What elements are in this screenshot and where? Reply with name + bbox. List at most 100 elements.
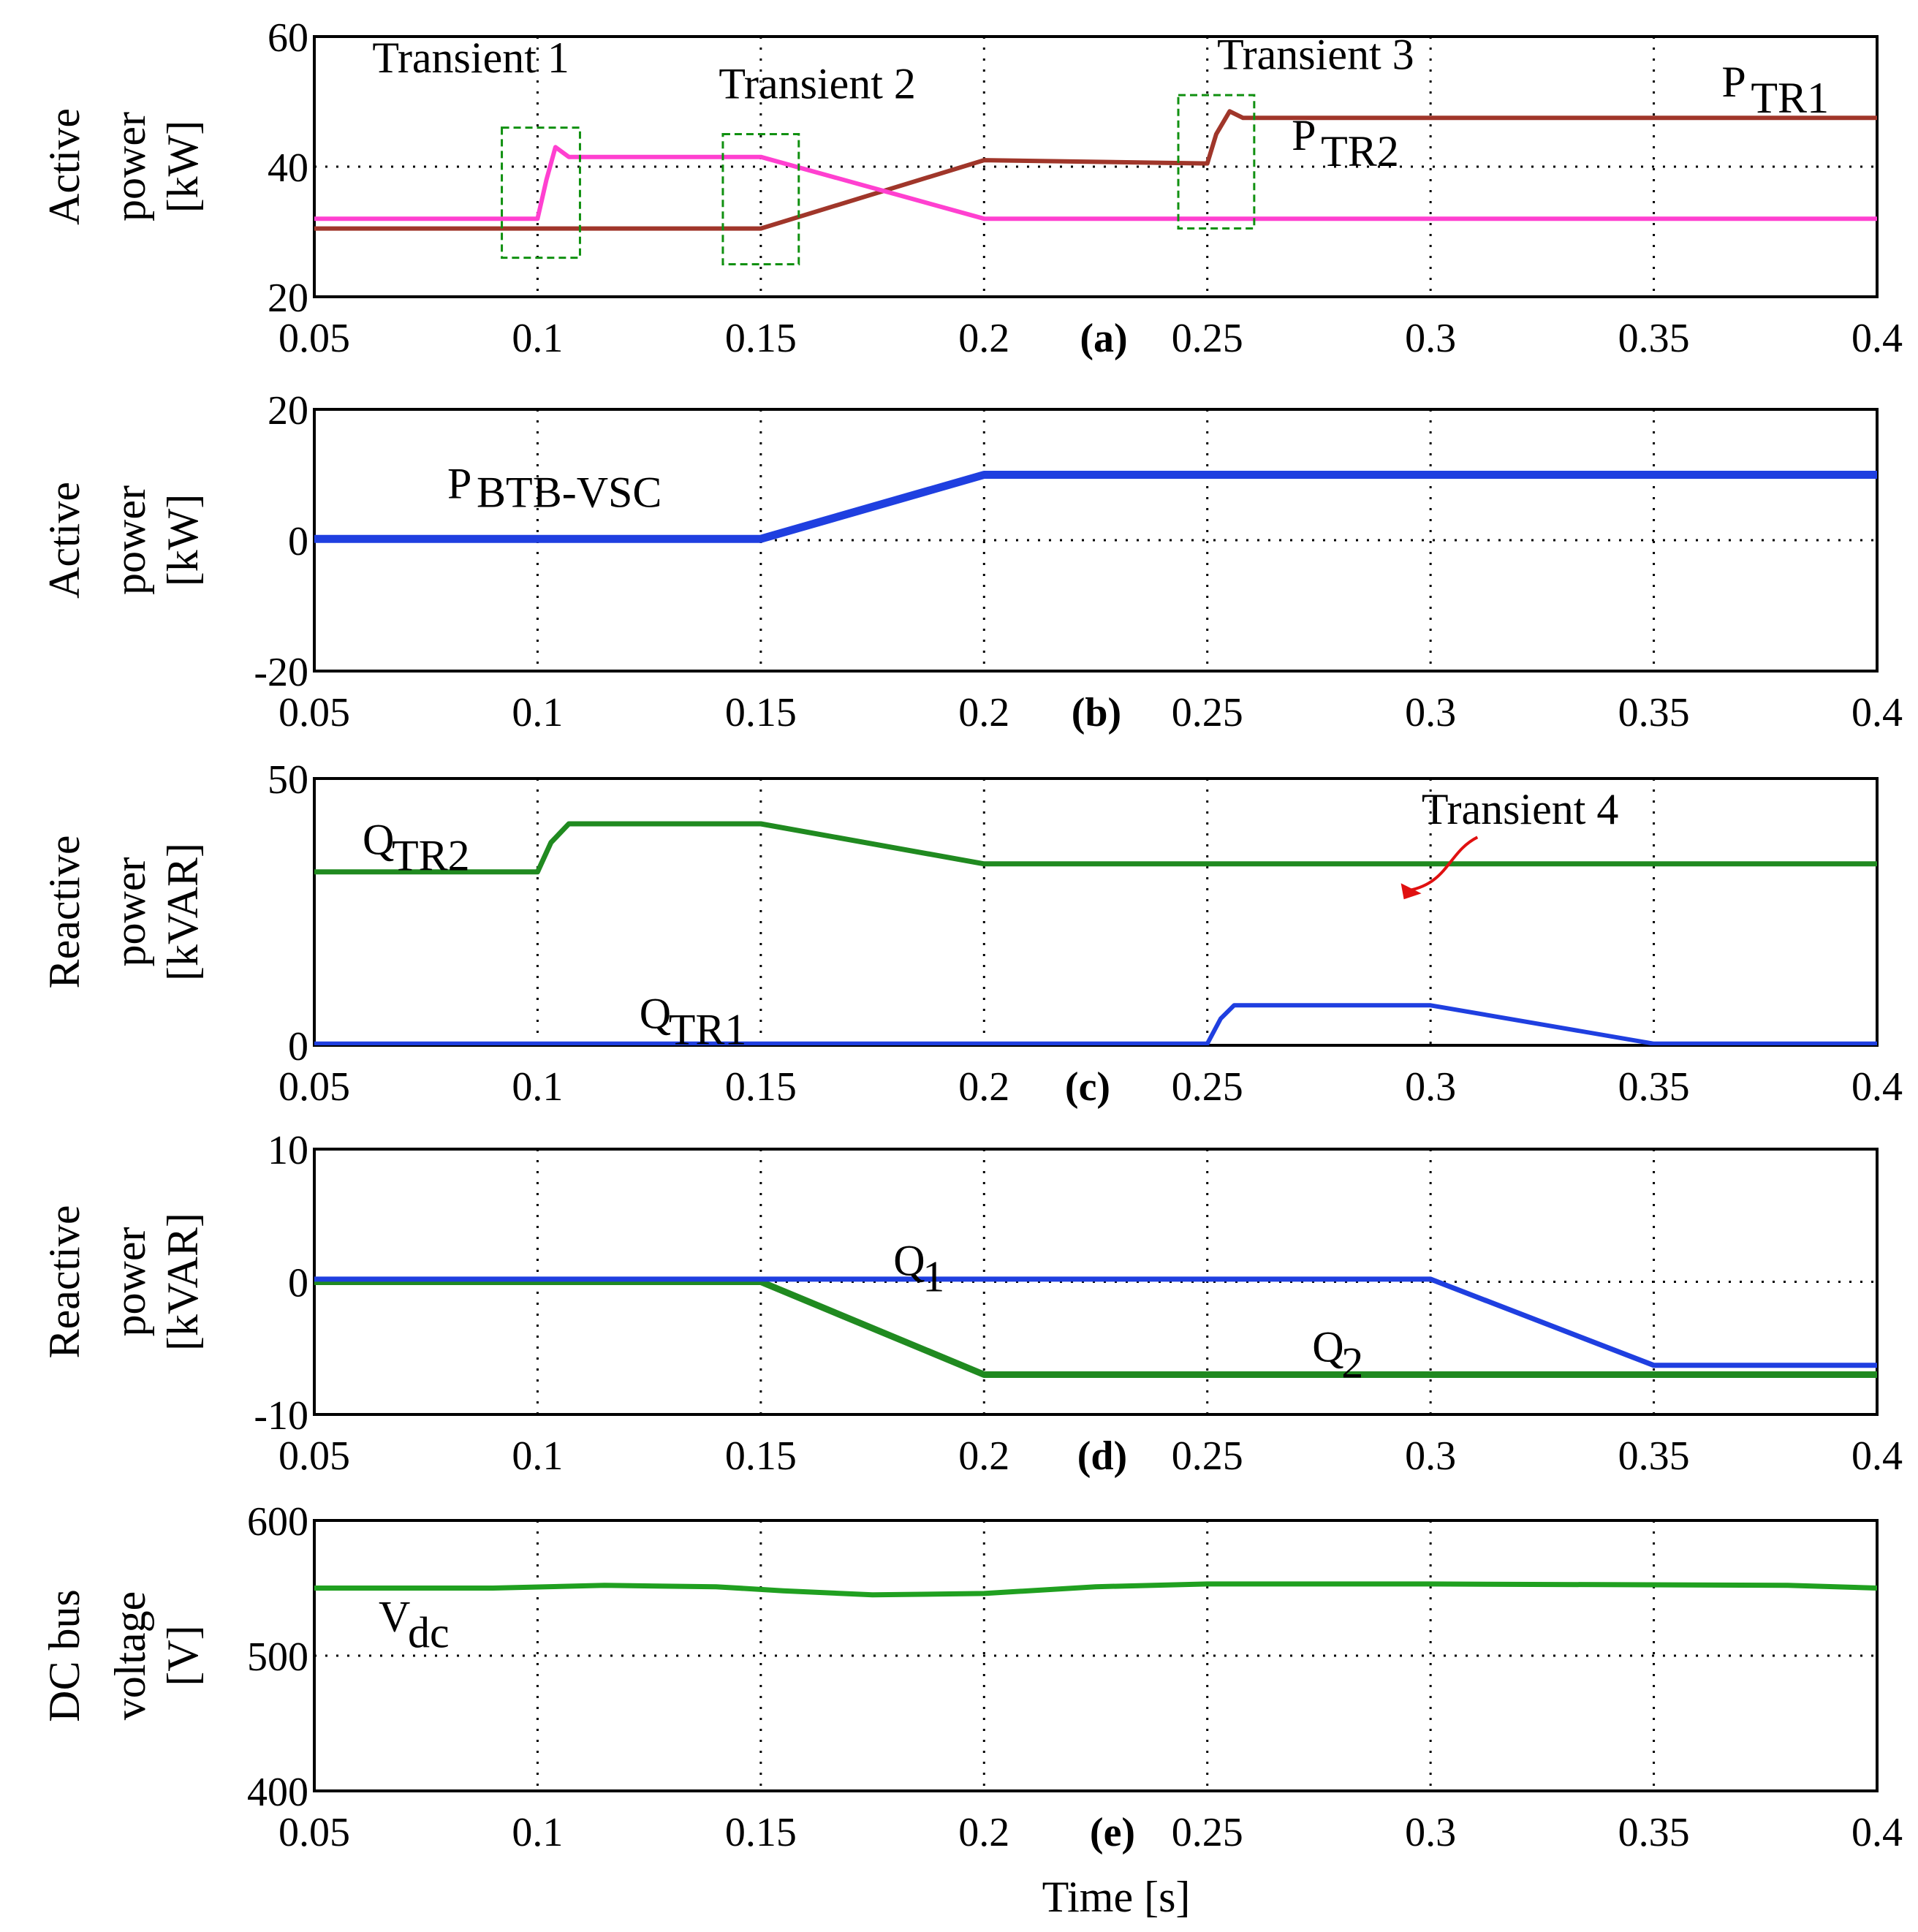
x-tick-label: 0.05	[278, 1810, 350, 1855]
y-axis-label-line: [kW]	[159, 121, 207, 213]
series-label-main: Q	[363, 816, 394, 864]
y-axis-label-line: voltage	[106, 1591, 154, 1721]
y-axis-label-line: Active	[40, 482, 88, 599]
series-label-sub: TR2	[1321, 127, 1399, 175]
x-tick-label: 0.05	[278, 316, 350, 361]
series-label-main: P	[1721, 58, 1745, 106]
x-tick-label: 0.1	[512, 690, 563, 735]
x-tick-label: 0.1	[512, 1810, 563, 1855]
panel-a: 0.05 0.1 0.15 0.2 0.25 0.3 0.35 0.4 60 40 20 Active…	[40, 15, 1903, 361]
x-tick-label: 0.4	[1851, 1810, 1903, 1855]
y-axis-label-line: power	[106, 112, 154, 221]
annotation-label: Transient 4	[1422, 785, 1618, 833]
y-axis-label: Reactive power [kVAR]	[40, 1205, 207, 1359]
y-axis-label-line: [kVAR]	[159, 1213, 207, 1351]
series-line-PTR2	[314, 145, 1877, 221]
series-label-Q2: Q2	[1312, 1322, 1363, 1387]
series-label-main: Q	[893, 1236, 925, 1284]
series-label-sub: dc	[408, 1609, 450, 1657]
x-tick-label: 0.35	[1618, 690, 1690, 735]
series-label-sub: 1	[922, 1252, 944, 1300]
x-tick-label: 0.15	[725, 1433, 797, 1479]
y-axis-label-line: [V]	[159, 1625, 207, 1686]
x-tick-label: 0.35	[1618, 1433, 1690, 1479]
x-tick-label: 0.15	[725, 1810, 797, 1855]
transient-box	[501, 126, 581, 260]
y-axis-label-line: power	[106, 857, 154, 967]
transient-box	[1177, 94, 1256, 230]
series-label-PTR1: P TR1	[1721, 58, 1829, 122]
y-axis-label: DC bus voltage [V]	[40, 1589, 207, 1722]
y-tick-label: -10	[254, 1393, 308, 1439]
x-tick-label: 0.35	[1618, 1810, 1690, 1855]
series-line-Vdc	[314, 1581, 1877, 1598]
y-tick-label: 20	[268, 276, 308, 321]
series-label-sub: 2	[1341, 1338, 1363, 1387]
y-axis-label-line: power	[106, 1227, 154, 1337]
series-line-PBTB-VSC	[314, 471, 1877, 543]
y-axis-label-line: power	[106, 485, 154, 595]
x-tick-label: 0.3	[1405, 690, 1456, 735]
y-tick-label: 60	[268, 15, 308, 61]
y-tick-label: 20	[268, 388, 308, 433]
x-tick-label: 0.25	[1172, 316, 1243, 361]
x-axis-label: Time [s]	[1042, 1873, 1191, 1921]
series-label-sub: TR1	[1751, 74, 1829, 122]
x-tick-label: 0.3	[1405, 1433, 1456, 1479]
annotation-arrowhead	[1400, 883, 1422, 900]
y-tick-label: 0	[288, 1261, 308, 1306]
x-tick-label: 0.35	[1618, 1064, 1690, 1110]
x-tick-label: 0.15	[725, 316, 797, 361]
y-axis-label: Reactive power [kVAR]	[40, 836, 207, 989]
y-tick-label: 400	[247, 1770, 308, 1815]
annotation-arrow	[1408, 836, 1479, 893]
series-label-sub: TR1	[669, 1006, 747, 1054]
annotation-label: Transient 3	[1217, 31, 1414, 79]
panel-d: 0.05 0.1 0.15 0.2 0.25 0.3 0.35 0.4 10 0 -10 Reacti…	[40, 1128, 1903, 1479]
panel-c: 0.05 0.1 0.15 0.2 0.25 0.3 0.35 0.4 50 0 Reactive p…	[40, 757, 1903, 1110]
panel-label: (b)	[1072, 690, 1121, 735]
x-tick-label: 0.2	[958, 690, 1009, 735]
x-tick-label: 0.2	[958, 316, 1009, 361]
x-tick-label: 0.05	[278, 690, 350, 735]
series-label-main: P	[1292, 111, 1316, 159]
panel-e: 0.05 0.1 0.15 0.2 0.25 0.3 0.35 0.4 600 500 400 DC …	[40, 1499, 1903, 1921]
transient-box	[721, 133, 800, 265]
x-tick-label: 0.4	[1851, 316, 1903, 361]
plot-frame	[313, 35, 1879, 298]
x-tick-label: 0.05	[278, 1064, 350, 1110]
x-tick-label: 0.3	[1405, 1064, 1456, 1110]
x-tick-label: 0.25	[1172, 1433, 1243, 1479]
y-axis-label: Active power [kW]	[40, 108, 207, 225]
series-label-sub: TR2	[392, 832, 470, 880]
x-tick-label: 0.25	[1172, 1064, 1243, 1110]
y-axis-label-line: [kVAR]	[159, 843, 207, 981]
annotation-label: Transient 1	[372, 34, 569, 82]
series-label-PTR2: P TR2	[1292, 111, 1399, 175]
y-tick-label: 40	[268, 145, 308, 191]
x-tick-label: 0.15	[725, 1064, 797, 1110]
x-tick-label: 0.05	[278, 1433, 350, 1479]
y-tick-label: 10	[268, 1128, 308, 1173]
x-tick-label: 0.4	[1851, 1064, 1903, 1110]
panel-label: (d)	[1077, 1433, 1127, 1479]
y-tick-label: 500	[247, 1634, 308, 1680]
series-label-main: Q	[1312, 1322, 1343, 1371]
y-tick-label: 50	[268, 757, 308, 803]
x-tick-label: 0.2	[958, 1810, 1009, 1855]
panel-label: (c)	[1065, 1064, 1110, 1110]
y-tick-label: 600	[247, 1499, 308, 1545]
x-tick-label: 0.15	[725, 690, 797, 735]
x-tick-label: 0.4	[1851, 1433, 1903, 1479]
plot-frame	[313, 1519, 1879, 1792]
series-line-Q1	[314, 1276, 1877, 1368]
series-label-Vdc: Vdc	[379, 1593, 450, 1657]
series-line-Q2	[314, 1278, 1877, 1378]
x-tick-label: 0.4	[1851, 690, 1903, 735]
y-axis-label-line: Reactive	[40, 836, 88, 989]
series-label-PBTB-VSC: P BTB-VSC	[447, 460, 662, 517]
y-tick-label: -20	[254, 650, 308, 695]
series-line-QTR1	[314, 1003, 1877, 1045]
